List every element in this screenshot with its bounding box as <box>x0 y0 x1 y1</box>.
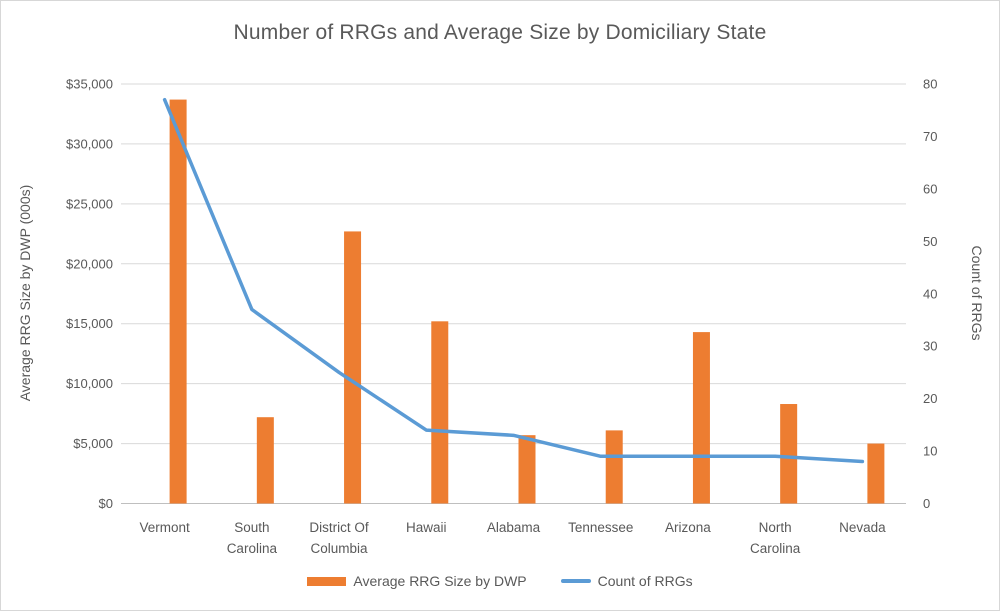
bar-nevada <box>867 443 885 504</box>
category-label: District Of <box>309 520 368 535</box>
line-series-swatch-icon <box>560 579 591 583</box>
left-axis-title: Average RRG Size by DWP (000s) <box>17 184 33 402</box>
category-label: Tennessee <box>568 520 633 535</box>
legend: Average RRG Size by DWP Count of RRGs <box>1 573 999 589</box>
category-label: Nevada <box>839 520 886 535</box>
right-axis-tick-label: 80 <box>923 77 937 92</box>
count-line <box>162 97 865 464</box>
bar-north-carolina <box>780 404 798 504</box>
left-axis-tick-label: $0 <box>99 496 113 511</box>
line-series-label: Count of RRGs <box>597 573 693 589</box>
right-axis-tick-label: 70 <box>923 129 937 144</box>
category-label: North <box>759 520 792 535</box>
chart-title: Number of RRGs and Average Size by Domic… <box>233 21 767 44</box>
category-label: South <box>234 520 269 535</box>
right-axis-tick-label: 50 <box>923 234 937 249</box>
category-label: Columbia <box>311 541 369 556</box>
right-axis-tick-label: 30 <box>923 339 937 354</box>
bar-series-label: Average RRG Size by DWP <box>353 573 527 589</box>
bar-hawaii <box>431 321 449 504</box>
right-axis-tick-label: 0 <box>923 496 930 511</box>
bar-vermont <box>169 99 187 504</box>
legend-item-line-series: Count of RRGs <box>560 573 693 589</box>
right-axis-tick-label: 20 <box>923 391 937 406</box>
right-axis-tick-label: 60 <box>923 181 937 196</box>
left-axis-tick-label: $10,000 <box>66 376 113 391</box>
category-label: Vermont <box>139 520 190 535</box>
category-label: Hawaii <box>406 520 447 535</box>
bar-alabama <box>518 435 536 504</box>
bar-arizona <box>692 332 710 504</box>
left-axis-tick-label: $15,000 <box>66 316 113 331</box>
right-axis-title: Count of RRGs <box>969 245 985 341</box>
left-axis-tick-label: $30,000 <box>66 136 113 151</box>
category-label: Alabama <box>487 520 541 535</box>
bar-tennessee <box>605 430 623 504</box>
bar-series-swatch-icon <box>307 576 347 586</box>
right-axis-tick-label: 40 <box>923 286 937 301</box>
category-label: Arizona <box>665 520 711 535</box>
category-label: Carolina <box>227 541 278 556</box>
right-axis-tick-label: 10 <box>923 444 937 459</box>
category-label: Carolina <box>750 541 801 556</box>
left-axis-tick-label: $35,000 <box>66 77 113 92</box>
legend-item-bar-series: Average RRG Size by DWP <box>307 573 527 589</box>
bar-south-carolina <box>256 417 274 504</box>
left-axis-tick-label: $5,000 <box>73 436 113 451</box>
bar-district-of-columbia <box>344 231 362 504</box>
left-axis-tick-label: $20,000 <box>66 256 113 271</box>
left-axis-tick-label: $25,000 <box>66 196 113 211</box>
